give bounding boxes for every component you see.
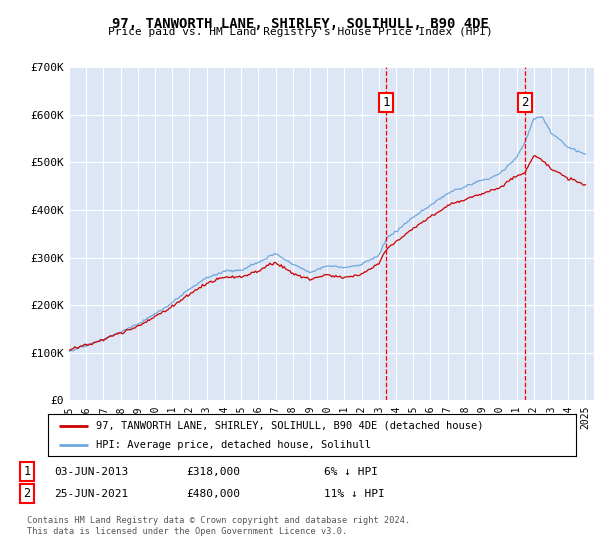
Text: 1: 1 [382,96,390,109]
Text: 97, TANWORTH LANE, SHIRLEY, SOLIHULL, B90 4DE: 97, TANWORTH LANE, SHIRLEY, SOLIHULL, B9… [112,17,488,31]
Text: Contains HM Land Registry data © Crown copyright and database right 2024.
This d: Contains HM Land Registry data © Crown c… [27,516,410,536]
Text: £480,000: £480,000 [186,489,240,499]
Text: HPI: Average price, detached house, Solihull: HPI: Average price, detached house, Soli… [95,440,371,450]
Text: 2: 2 [521,96,529,109]
Text: £318,000: £318,000 [186,466,240,477]
Text: 1: 1 [23,465,31,478]
Text: Price paid vs. HM Land Registry's House Price Index (HPI): Price paid vs. HM Land Registry's House … [107,27,493,37]
Text: 97, TANWORTH LANE, SHIRLEY, SOLIHULL, B90 4DE (detached house): 97, TANWORTH LANE, SHIRLEY, SOLIHULL, B9… [95,421,483,431]
Text: 11% ↓ HPI: 11% ↓ HPI [324,489,385,499]
Text: 2: 2 [23,487,31,501]
Text: 03-JUN-2013: 03-JUN-2013 [54,466,128,477]
Text: 25-JUN-2021: 25-JUN-2021 [54,489,128,499]
Text: 6% ↓ HPI: 6% ↓ HPI [324,466,378,477]
